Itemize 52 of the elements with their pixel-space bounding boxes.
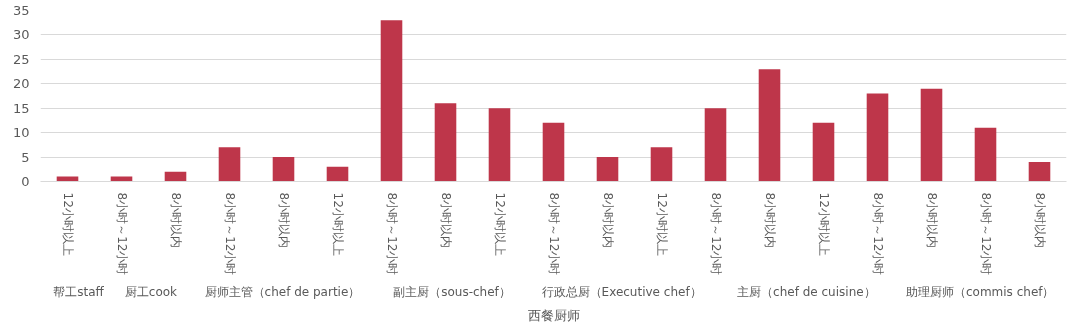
x-tick-label: 8小时～12小时 [546, 192, 561, 276]
bar [758, 69, 781, 182]
y-tick-label: 10 [12, 125, 30, 141]
y-tick-label: 20 [12, 76, 30, 92]
y-tick-label: 35 [12, 3, 30, 18]
bar [596, 157, 619, 182]
x-tick-label: 12小时以上 [330, 192, 345, 256]
x-tick-label: 8小时以内 [276, 192, 291, 249]
x-axis-title: 西餐厨师 [527, 307, 580, 323]
bar [272, 157, 295, 182]
bar [704, 108, 727, 182]
text: 助理厨师（commis chef） [905, 284, 1055, 299]
x-tick-label: 8小时以内 [438, 192, 453, 249]
x-tick-label: 8小时以内 [600, 192, 615, 249]
text: 副主厨（sous-chef） [393, 284, 511, 299]
x-tick-label: 8小时以内 [168, 192, 183, 249]
bar [542, 122, 565, 182]
bar [326, 166, 349, 182]
x-tick-label: 8小时～12小时 [870, 192, 885, 276]
bar [974, 127, 997, 182]
bar [380, 20, 403, 182]
y-tick-label: 25 [12, 51, 30, 67]
bar [164, 171, 187, 182]
x-tick-label: 12小时以上 [816, 192, 831, 256]
bar [488, 108, 511, 182]
text: 厨工cook [124, 284, 178, 299]
x-tick-label: 12小时以上 [654, 192, 669, 256]
y-tick-label: 15 [12, 100, 30, 116]
bar [1028, 161, 1051, 182]
bar [812, 122, 835, 182]
x-tick-label: 8小时以内 [924, 192, 939, 249]
text: 帮工staff [53, 284, 105, 299]
x-tick-label: 8小时～12小时 [114, 192, 129, 276]
bar [218, 147, 241, 182]
y-tick-label: 5 [21, 149, 30, 165]
text: 厨师主管（chef de partie） [204, 284, 361, 299]
text: 行政总厨（Executive chef） [541, 284, 702, 299]
y-tick-label: 0 [21, 174, 30, 189]
x-tick-label: 8小时～12小时 [384, 192, 399, 276]
x-tick-label: 8小时以内 [762, 192, 777, 249]
bar [434, 103, 457, 182]
text: 主厨（chef de cuisine） [737, 284, 876, 299]
bar [866, 93, 889, 182]
x-tick-label: 12小时以上 [492, 192, 507, 256]
bar [650, 147, 673, 182]
y-tick-label: 30 [12, 27, 30, 43]
x-tick-label: 8小时～12小时 [978, 192, 993, 276]
x-tick-label: 8小时～12小时 [222, 192, 237, 276]
x-tick-label: 8小时以内 [1032, 192, 1047, 249]
x-tick-label: 8小时～12小时 [708, 192, 723, 276]
x-tick-label: 12小时以上 [60, 192, 75, 256]
bar [920, 88, 943, 182]
